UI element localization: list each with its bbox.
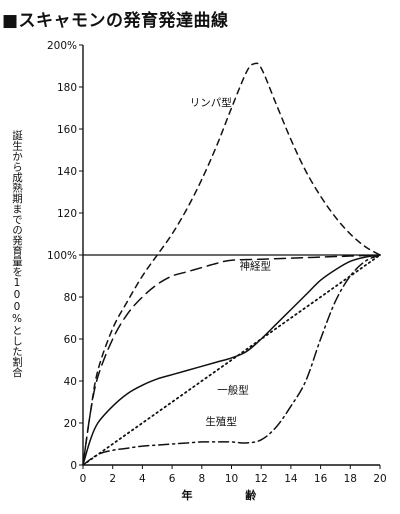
x-tick-label: 10 bbox=[225, 473, 238, 485]
x-axis-label-year: 年 bbox=[181, 488, 192, 502]
series-line-1 bbox=[82, 254, 381, 466]
x-tick-label: 12 bbox=[255, 473, 268, 485]
series-group bbox=[82, 62, 381, 466]
y-axis-label: 誕生から成熟期までの発育量を100%とした割合 bbox=[11, 130, 23, 378]
y-tick-label: 80 bbox=[64, 292, 77, 304]
curve-label: 神経型 bbox=[240, 260, 272, 273]
series-line-0 bbox=[82, 62, 381, 466]
y-tick-label: 200% bbox=[47, 40, 77, 52]
x-tick-label: 14 bbox=[284, 473, 298, 485]
y-tick-label: 120 bbox=[57, 208, 77, 220]
x-tick-label: 6 bbox=[169, 473, 176, 485]
y-tick-label: 160 bbox=[57, 124, 77, 136]
x-tick-label: 8 bbox=[198, 473, 205, 485]
x-tick-label: 18 bbox=[344, 473, 357, 485]
y-tick-label: 180 bbox=[57, 82, 77, 94]
y-tick-label: 100% bbox=[47, 250, 77, 262]
y-tick-label: 140 bbox=[57, 166, 77, 178]
curve-label: 一般型 bbox=[217, 384, 249, 397]
curve-label: リンパ型 bbox=[190, 96, 232, 109]
page-title: ■スキャモンの発育発達曲線 bbox=[2, 11, 229, 31]
curve-label: 生殖型 bbox=[205, 415, 237, 428]
x-tick-label: 4 bbox=[139, 473, 146, 485]
y-tick-label: 60 bbox=[64, 334, 77, 346]
x-tick-label: 2 bbox=[109, 473, 116, 485]
y-tick-label: 20 bbox=[64, 418, 77, 430]
y-tick-label: 40 bbox=[64, 376, 77, 388]
y-tick-label: 0 bbox=[70, 460, 77, 472]
x-axis-label-age: 齢 bbox=[245, 488, 257, 502]
series-line-2 bbox=[82, 254, 381, 466]
x-tick-label: 0 bbox=[80, 473, 87, 485]
x-tick-label: 20 bbox=[373, 473, 386, 485]
x-tick-label: 16 bbox=[314, 473, 328, 485]
series-line-3 bbox=[82, 254, 381, 466]
axes-group: 0 20 40 60 80 100% 120 140 160 180 200% 0 2 4 6 8 10 12 14… bbox=[47, 40, 387, 502]
